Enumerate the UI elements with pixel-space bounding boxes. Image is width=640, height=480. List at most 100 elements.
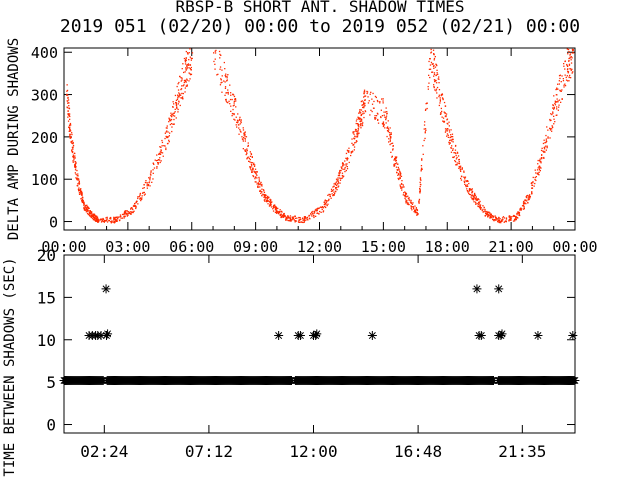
top-scatter-point (567, 48, 570, 51)
top-scatter-point (110, 218, 112, 220)
top-scatter-point (272, 206, 274, 208)
top-scatter-point (557, 83, 559, 85)
top-y-tick-label: 200 (31, 129, 58, 147)
top-scatter-point (566, 68, 569, 71)
top-scatter-point (148, 181, 151, 183)
top-scatter-point (237, 121, 239, 123)
top-scatter-point (553, 95, 555, 97)
top-scatter-point (509, 217, 511, 219)
top-scatter-point (233, 118, 235, 120)
top-scatter-point (412, 202, 414, 204)
top-scatter-point (341, 174, 344, 177)
top-scatter-point (545, 141, 547, 144)
top-scatter-point (178, 96, 180, 98)
top-scatter-point (257, 182, 259, 184)
top-scatter-point (190, 69, 192, 71)
top-scatter-point (130, 208, 132, 210)
top-scatter-point (264, 196, 266, 198)
top-scatter-point (313, 216, 315, 219)
top-scatter-point (526, 195, 528, 197)
top-scatter-point (391, 142, 394, 144)
top-scatter-point (409, 201, 412, 203)
top-scatter-point (96, 216, 99, 218)
top-scatter-point (238, 127, 240, 129)
top-scatter-point (439, 113, 442, 115)
top-scatter-point (345, 152, 348, 155)
top-scatter-point (126, 215, 128, 217)
chart-title: RBSP-B SHORT ANT. SHADOW TIMES (176, 0, 465, 16)
top-scatter-point (113, 217, 115, 219)
top-scatter-point (227, 102, 229, 104)
top-scatter-point (560, 90, 562, 92)
top-scatter-point (414, 211, 416, 214)
top-scatter-point (350, 152, 352, 154)
top-y-tick-label: 300 (31, 87, 58, 105)
top-scatter-point (385, 107, 387, 109)
top-scatter-point (558, 104, 560, 106)
top-scatter-point (235, 106, 237, 108)
top-scatter-point (240, 121, 242, 124)
top-scatter-point (87, 210, 89, 212)
top-scatter-point (564, 74, 566, 76)
top-scatter-point (172, 101, 174, 103)
top-scatter-point (500, 220, 502, 222)
top-scatter-point (332, 186, 334, 188)
top-scatter-point (180, 94, 182, 96)
top-scatter-point (488, 212, 490, 214)
top-scatter-point (537, 172, 539, 174)
top-scatter-point (157, 159, 159, 161)
top-scatter-point (399, 177, 401, 180)
top-scatter-point (435, 64, 438, 66)
top-scatter-point (180, 88, 182, 91)
top-scatter-point (527, 194, 529, 197)
top-scatter-point (69, 115, 71, 118)
top-scatter-point (191, 52, 194, 54)
top-scatter-point (303, 218, 305, 220)
top-scatter-point (374, 118, 376, 120)
top-scatter-point (102, 219, 104, 221)
top-scatter-point (334, 187, 337, 189)
top-scatter-point (86, 209, 88, 211)
top-scatter-point (221, 75, 223, 77)
top-scatter-point (435, 88, 438, 90)
top-scatter-point (267, 196, 269, 199)
top-scatter-point (413, 207, 415, 209)
top-scatter-point (499, 218, 501, 220)
top-scatter-point (483, 206, 485, 209)
top-scatter-point (90, 212, 92, 215)
top-scatter-point (159, 157, 161, 159)
top-scatter-point (543, 150, 545, 153)
top-scatter-point (475, 198, 477, 200)
top-scatter-point (311, 211, 313, 213)
top-scatter-point (260, 181, 262, 184)
top-scatter-point (182, 85, 184, 87)
top-scatter-point (517, 217, 519, 219)
top-scatter-point (105, 220, 107, 222)
top-scatter-point (416, 214, 418, 216)
top-scatter-point (221, 69, 223, 71)
top-scatter-point (340, 177, 342, 180)
top-scatter-point (565, 76, 567, 79)
top-scatter-point (275, 206, 277, 208)
top-scatter-point (67, 94, 69, 96)
top-scatter-point (75, 167, 77, 169)
top-scatter-point (345, 165, 347, 167)
top-scatter-point (161, 139, 163, 142)
top-scatter-point (433, 57, 436, 60)
top-scatter-point (399, 174, 401, 176)
top-scatter-point (68, 105, 70, 107)
top-scatter-point (244, 132, 246, 134)
top-scatter-point (181, 97, 183, 99)
top-scatter-point (119, 216, 121, 218)
top-scatter-point (101, 219, 103, 221)
top-scatter-point (415, 207, 417, 209)
top-scatter-point (85, 208, 88, 210)
top-scatter-point (95, 218, 97, 220)
top-scatter-point (397, 174, 399, 176)
top-scatter-point (300, 218, 302, 220)
top-scatter-point (320, 211, 322, 213)
top-scatter-point (412, 206, 414, 208)
top-scatter-point (539, 158, 541, 160)
top-scatter-point (437, 73, 439, 75)
top-scatter-point (269, 204, 271, 207)
